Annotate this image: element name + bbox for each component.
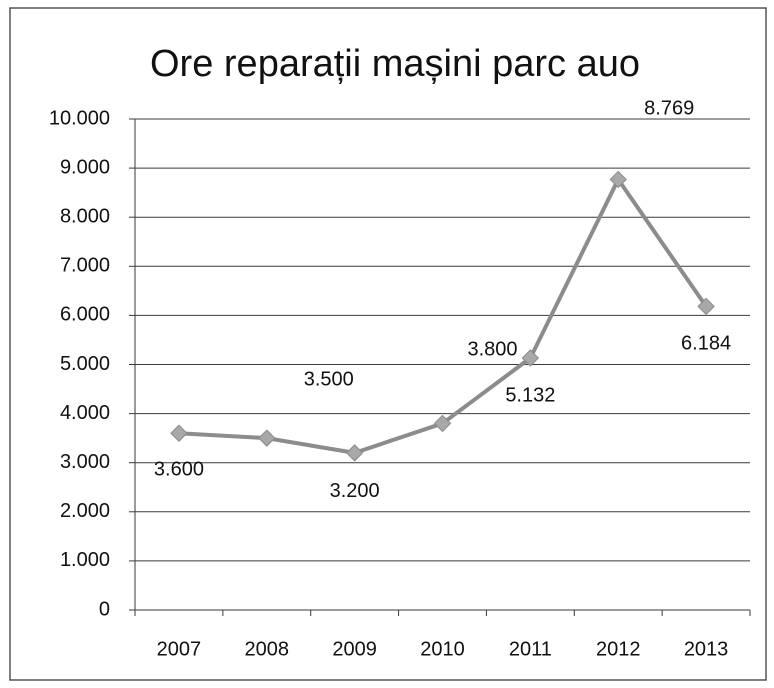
x-tick-label: 2010 xyxy=(420,638,465,660)
y-tick-label: 5.000 xyxy=(60,353,110,375)
data-point xyxy=(609,170,627,189)
data-point xyxy=(258,429,276,447)
y-tick-label: 4.000 xyxy=(60,402,110,424)
data-label: 3.600 xyxy=(154,459,204,481)
y-tick-label: 8.000 xyxy=(60,205,110,227)
data-label: 3.200 xyxy=(330,480,380,502)
data-label: 5.132 xyxy=(505,384,555,406)
data-point xyxy=(521,349,540,367)
x-tick-label: 2007 xyxy=(157,638,202,660)
y-tick-label: 1.000 xyxy=(60,549,110,571)
x-tick-label: 2008 xyxy=(245,638,290,660)
y-tick-label: 2.000 xyxy=(60,500,110,522)
x-tick-label: 2009 xyxy=(332,638,377,660)
data-point xyxy=(697,297,715,316)
x-tick-label: 2011 xyxy=(509,638,552,660)
y-tick-label: 9.000 xyxy=(60,156,110,178)
y-tick-label: 10.000 xyxy=(49,107,110,129)
data-point xyxy=(345,444,364,462)
data-point xyxy=(433,414,452,433)
data-label: 3.800 xyxy=(467,339,517,361)
x-tick-label: 2012 xyxy=(596,638,641,660)
y-tick-label: 6.000 xyxy=(60,304,110,326)
data-point xyxy=(170,424,188,442)
data-label: 3.500 xyxy=(304,368,354,390)
y-tick-label: 0 xyxy=(99,598,110,620)
y-tick-label: 7.000 xyxy=(60,255,110,277)
data-label: 6.184 xyxy=(681,333,731,355)
chart-frame xyxy=(9,7,767,681)
data-label: 8.769 xyxy=(644,98,694,120)
y-tick-label: 3.000 xyxy=(60,451,110,473)
chart-title: Ore reparații mașini parc auo xyxy=(150,43,640,85)
x-tick-label: 2013 xyxy=(684,638,729,660)
